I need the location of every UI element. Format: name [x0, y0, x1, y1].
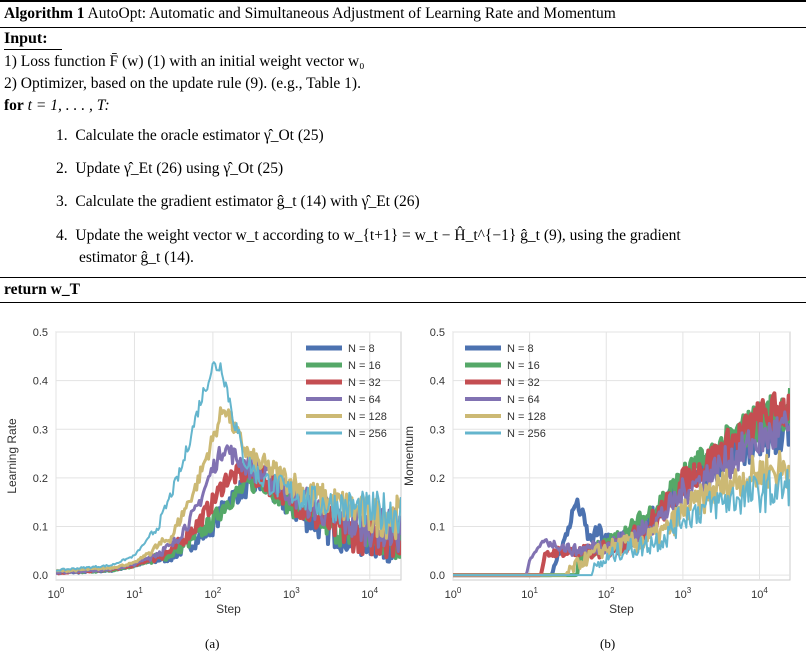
input-line-2: 2) Optimizer, based on the update rule (… [4, 75, 361, 92]
panel-a-x-tick-label: 100 [48, 586, 65, 601]
panel-a-y-tick-label: 0.0 [33, 570, 48, 582]
panel-a-legend-label: N = 8 [348, 343, 375, 355]
panel-b-y-tick-label: 0.4 [430, 376, 445, 388]
step-1: 1. Calculate the oracle estimator γ̂_Ot … [56, 127, 324, 145]
panel-b-legend-label: N = 32 [507, 377, 540, 389]
panel-b-legend-label: N = 8 [507, 343, 534, 355]
step-4-line2: estimator ĝ_t (14). [79, 249, 194, 267]
step-2: 2. Update γ̂_Et (26) using γ̂_Ot (25) [56, 160, 283, 178]
panel-a-y-tick-label: 0.3 [33, 424, 48, 436]
panel-a-y-tick-label: 0.1 [33, 522, 48, 534]
panel-b-caption: (b) [600, 636, 616, 651]
panel-a-y-axis-label: Learning Rate [5, 418, 19, 494]
panel-a-y-tick-label: 0.5 [33, 327, 48, 339]
return-keyword: return [4, 281, 47, 298]
for-line: for t = 1, . . . , T: [4, 97, 110, 115]
step-1-text: Calculate the oracle estimator γ̂_Ot (25… [75, 127, 324, 144]
for-keyword: for [4, 97, 24, 114]
panel-b-x-axis-label: Step [609, 602, 634, 616]
panel-b-y-tick-label: 0.2 [430, 473, 445, 485]
panel-b-legend-label: N = 128 [507, 411, 546, 423]
step-3-text: Calculate the gradient estimator ĝ_t (14… [75, 193, 420, 210]
panel-a-legend-label: N = 32 [348, 377, 381, 389]
panel-a-legend-label: N = 128 [348, 411, 387, 423]
return-rule [0, 277, 806, 278]
panel-b-y-axis-label: Momentum [402, 426, 416, 486]
panel-b-y-tick-label: 0.1 [430, 522, 445, 534]
panel-a-legend-label: N = 16 [348, 360, 381, 372]
figure-charts: 0.0 0.1 0.2 0.3 0.4 0.5 100 101 102 103 104 Step Lea… [5, 327, 791, 616]
panel-a-legend-label: N = 256 [348, 428, 387, 440]
panel-b-y-tick-label: 0.0 [430, 570, 445, 582]
bottom-rule [0, 302, 806, 303]
input-heading: Input: [4, 30, 48, 47]
algorithm-header: Algorithm 1 AutoOpt: Automatic and Simul… [4, 5, 616, 23]
panel-b-x-tick-label: 102 [598, 586, 615, 601]
panel-a-x-tick-label: 104 [361, 586, 378, 601]
step-4-text-line2: estimator ĝ_t (14). [79, 249, 194, 266]
panel-a-x-tick-label: 102 [205, 586, 222, 601]
panel-b-x-tick-label: 104 [751, 586, 768, 601]
top-rule [0, 0, 806, 2]
panel-a-x-tick-label: 101 [126, 586, 143, 601]
step-3: 3. Calculate the gradient estimator ĝ_t … [56, 193, 420, 211]
panel-b-legend-label: N = 16 [507, 360, 540, 372]
panel-a-y-tick-label: 0.2 [33, 473, 48, 485]
input-underline [4, 49, 62, 50]
step-2-text: Update γ̂_Et (26) using γ̂_Ot (25) [75, 160, 284, 177]
input-line-1: 1) Loss function F̄ (w) (1) with an init… [4, 53, 365, 70]
panel-a-y-tick-label: 0.4 [33, 376, 48, 388]
step-4-text-line1: Update the weight vector w_t according t… [75, 227, 681, 244]
panel-b-legend-label: N = 64 [507, 394, 540, 406]
panel-b-series-line [453, 469, 790, 577]
panel-b-y-tick-label: 0.3 [430, 424, 445, 436]
panel-b-x-tick-label: 101 [521, 586, 538, 601]
panel-b-legend-label: N = 256 [507, 428, 546, 440]
for-range: t = 1, . . . , T: [27, 97, 110, 114]
return-line: return w_T [4, 281, 80, 299]
algorithm-label: Algorithm 1 [4, 5, 85, 22]
panel-a-series-line [56, 361, 401, 572]
step-2-number: 2. [56, 160, 68, 177]
panel-a-x-tick-label: 103 [283, 586, 300, 601]
panel-a-legend-label: N = 64 [348, 394, 381, 406]
step-1-number: 1. [56, 127, 68, 144]
header-rule [0, 27, 806, 28]
step-3-number: 3. [56, 193, 68, 210]
step-4: 4. Update the weight vector w_t accordin… [56, 227, 681, 245]
algorithm-title: AutoOpt: Automatic and Simultaneous Adju… [87, 5, 616, 22]
panel-a-caption: (a) [205, 636, 220, 651]
return-value: w_T [50, 281, 80, 298]
panel-b-x-tick-label: 100 [445, 586, 462, 601]
panel-a-x-axis-label: Step [216, 602, 241, 616]
panel-b-x-tick-label: 103 [675, 586, 692, 601]
step-4-number: 4. [56, 227, 68, 244]
panel-b-y-tick-label: 0.5 [430, 327, 445, 339]
